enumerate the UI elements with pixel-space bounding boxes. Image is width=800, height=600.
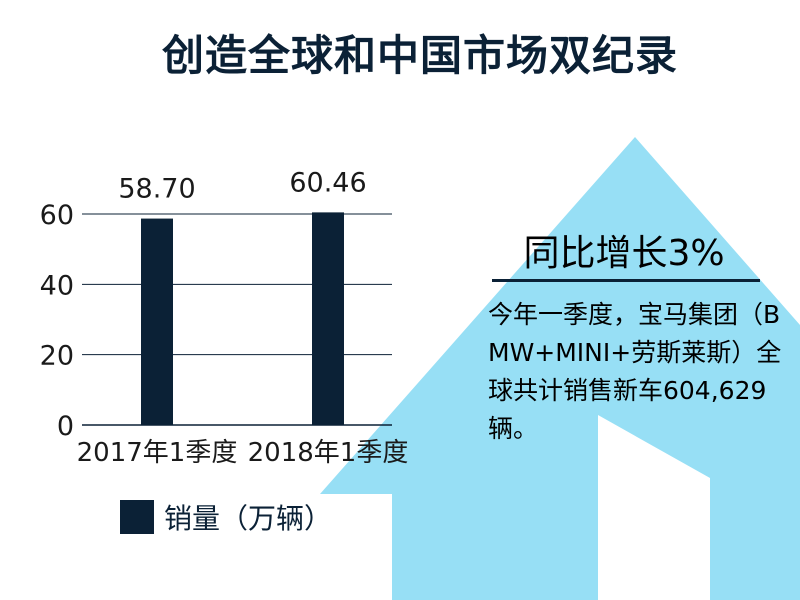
chart-legend: 销量（万辆）: [120, 497, 332, 537]
legend-label: 销量（万辆）: [164, 502, 333, 535]
headline-underline: [492, 279, 760, 282]
growth-headline: 同比增长3%: [523, 233, 725, 274]
x-tick-label: 2018年1季度: [248, 438, 409, 468]
data-label: 58.70: [118, 174, 195, 205]
bar: [141, 218, 173, 425]
y-tick-label: 0: [57, 411, 74, 442]
y-tick-label: 40: [40, 270, 74, 301]
data-label: 60.46: [289, 167, 366, 198]
sales-description: 今年一季度，宝马集团（BMW+MINI+劳斯莱斯）全球共计销售新车604,629…: [488, 300, 782, 443]
y-tick-label: 60: [40, 200, 74, 231]
y-tick-label: 20: [40, 341, 74, 372]
bar: [312, 212, 344, 425]
legend-swatch: [120, 500, 154, 534]
x-tick-label: 2017年1季度: [77, 438, 238, 468]
page-title: 创造全球和中国市场双纪录: [161, 31, 678, 80]
